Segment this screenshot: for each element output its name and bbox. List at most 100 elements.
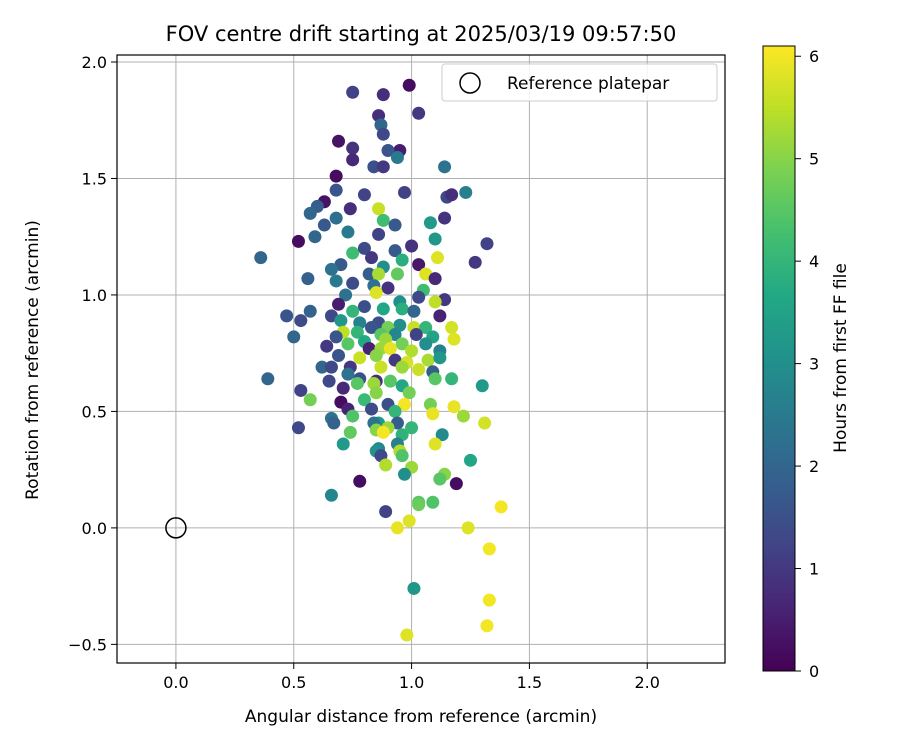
x-tick-label: 0.0 [163, 673, 188, 692]
data-point [390, 150, 404, 164]
data-point [405, 421, 419, 435]
data-point [379, 458, 393, 472]
data-point [402, 386, 416, 400]
data-point [362, 267, 376, 281]
data-point [322, 374, 336, 388]
data-point [301, 272, 315, 286]
data-point [329, 169, 343, 183]
data-point [388, 244, 402, 258]
data-point [367, 160, 381, 174]
data-point [320, 339, 334, 353]
data-point [398, 467, 412, 481]
data-point [303, 393, 317, 407]
data-point [339, 288, 353, 302]
data-point [365, 321, 379, 335]
chart-title: FOV centre drift starting at 2025/03/19 … [166, 22, 677, 46]
colorbar-tick-label: 5 [809, 150, 819, 169]
y-tick-label: 0.0 [82, 519, 107, 538]
data-point [388, 404, 402, 418]
data-point [372, 227, 386, 241]
data-point [412, 498, 426, 512]
data-point [346, 304, 360, 318]
data-point [468, 255, 482, 269]
data-point [341, 225, 355, 239]
legend-label-reference-platepar: Reference platepar [507, 74, 669, 94]
data-point [343, 425, 357, 439]
data-points [254, 78, 508, 642]
colorbar-tick-label: 2 [809, 457, 819, 476]
data-point [461, 521, 475, 535]
data-point [357, 300, 371, 314]
data-point [324, 262, 338, 276]
data-point [480, 237, 494, 251]
data-point [353, 474, 367, 488]
data-point [398, 397, 412, 411]
data-point [447, 400, 461, 414]
data-point [398, 185, 412, 199]
data-point [369, 386, 383, 400]
data-point [308, 230, 322, 244]
data-point [376, 425, 390, 439]
legend-box [441, 63, 718, 102]
x-tick-label: 2.0 [635, 673, 660, 692]
data-point [407, 304, 421, 318]
data-point [379, 505, 393, 519]
data-point [346, 246, 360, 260]
data-point [390, 521, 404, 535]
data-point [400, 628, 414, 642]
data-point [346, 276, 360, 290]
colorbar-tick-label: 0 [809, 662, 819, 681]
data-point [334, 314, 348, 328]
data-point [324, 360, 338, 374]
colorbar-tick-label: 3 [809, 355, 819, 374]
data-point [294, 314, 308, 328]
data-point [428, 295, 442, 309]
data-point [376, 302, 390, 316]
data-point [412, 362, 426, 376]
y-tick-label: 0.5 [82, 402, 107, 421]
data-point [365, 402, 379, 416]
colorbar-ticks: 0 1 2 3 4 5 6 [795, 47, 819, 681]
data-point [405, 239, 419, 253]
grid [117, 55, 725, 663]
data-point [303, 304, 317, 318]
colorbar-gradient [762, 45, 796, 672]
data-point [329, 330, 343, 344]
data-point [383, 342, 397, 356]
data-point [435, 428, 449, 442]
data-point [433, 309, 447, 323]
data-point [303, 206, 317, 220]
plot-frame [116, 54, 726, 664]
data-point [376, 88, 390, 102]
data-point [426, 407, 440, 421]
data-point [445, 188, 459, 202]
y-axis-ticks: −0.5 0.0 0.5 1.0 1.5 2.0 [68, 53, 117, 654]
data-point [280, 309, 294, 323]
data-point [459, 185, 473, 199]
data-point [329, 183, 343, 197]
data-point [336, 437, 350, 451]
reference-platepar-marker [165, 517, 187, 539]
data-point [329, 211, 343, 225]
data-point [423, 216, 437, 230]
data-point [357, 241, 371, 255]
data-point [430, 251, 444, 265]
colorbar: 0 1 2 3 4 5 6 Hours from first FF file [762, 45, 851, 681]
x-tick-label: 1.5 [517, 673, 542, 692]
data-point [482, 593, 496, 607]
data-point [291, 421, 305, 435]
data-point [433, 351, 447, 365]
data-point [395, 337, 409, 351]
data-point [357, 188, 371, 202]
data-point [445, 372, 459, 386]
data-point [428, 232, 442, 246]
data-point [336, 381, 350, 395]
data-point [438, 211, 452, 225]
data-point [456, 409, 470, 423]
y-axis-label: Rotation from reference (arcmin) [23, 220, 43, 500]
data-point [341, 367, 355, 381]
data-point [324, 488, 338, 502]
data-point [445, 321, 459, 335]
data-point [409, 328, 423, 342]
data-point [395, 449, 409, 463]
